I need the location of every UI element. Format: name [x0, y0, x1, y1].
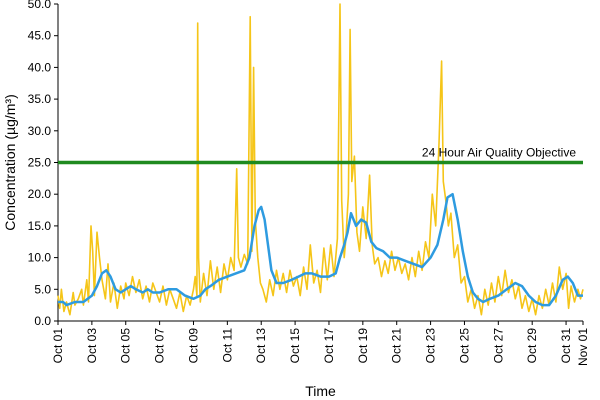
y-tick-label: 40.0	[28, 60, 52, 74]
y-tick-label: 5.0	[34, 282, 51, 296]
x-tick-label: Oct 23	[424, 328, 438, 364]
x-tick-label: Oct 13	[254, 328, 268, 364]
x-tick-label: Oct 01	[51, 328, 65, 364]
y-tick-label: 45.0	[28, 29, 52, 43]
y-tick-label: 20.0	[28, 187, 52, 201]
x-tick-label: Oct 09	[186, 328, 200, 364]
x-tick-label: Oct 17	[322, 328, 336, 364]
x-tick-label: Oct 07	[153, 328, 167, 364]
rolling-series-line	[58, 192, 583, 307]
x-ticks: Oct 01 Oct 03 Oct 05 Oct 07 Oct 09 Oct 11 Oct …	[51, 321, 590, 366]
x-tick-label: Oct 11	[220, 328, 234, 363]
x-tick-label: Oct 27	[491, 328, 505, 364]
x-axis-title: Time	[305, 383, 336, 399]
y-tick-label: 10.0	[28, 251, 52, 265]
x-tick-label: Oct 21	[390, 328, 404, 364]
y-axis-title: Concentration (µg/m³)	[2, 94, 18, 230]
x-tick-label: Oct 29	[525, 328, 539, 364]
x-tick-label: Oct 19	[356, 328, 370, 364]
x-tick-label: Nov 01	[576, 328, 590, 366]
x-tick-label: Oct 25	[457, 328, 471, 364]
series-layer	[57, 3, 584, 316]
y-ticks: 0.0 5.0 10.0 15.0 20.0 25.0 30.0 35.0 40.0 45.0 50…	[28, 0, 58, 328]
x-tick-label: Oct 03	[85, 328, 99, 364]
objective-label: 24 Hour Air Quality Objective	[422, 146, 576, 160]
hourly-series-line	[57, 3, 584, 316]
y-tick-label: 30.0	[28, 124, 52, 138]
y-tick-label: 50.0	[28, 0, 52, 11]
x-tick-label: Oct 15	[288, 328, 302, 364]
y-tick-label: 25.0	[28, 156, 52, 170]
y-tick-label: 35.0	[28, 92, 52, 106]
x-tick-label: Oct 05	[119, 328, 133, 364]
y-tick-label: 15.0	[28, 219, 52, 233]
x-tick-label: Oct 31	[559, 328, 573, 364]
y-tick-label: 0.0	[34, 314, 51, 328]
